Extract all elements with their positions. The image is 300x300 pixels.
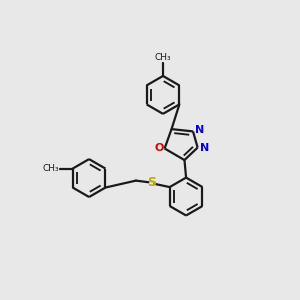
Text: O: O bbox=[154, 142, 164, 153]
Text: N: N bbox=[200, 142, 210, 153]
Text: CH₃: CH₃ bbox=[155, 53, 171, 62]
Text: N: N bbox=[195, 125, 205, 135]
Text: S: S bbox=[147, 176, 156, 189]
Text: CH₃: CH₃ bbox=[42, 164, 59, 172]
